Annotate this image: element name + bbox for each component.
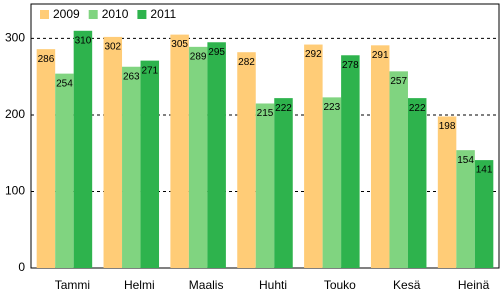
legend-label: 2011 [150,7,176,21]
bar [389,71,408,268]
bar [370,45,390,268]
y-tick-label: 100 [5,184,25,198]
value-label: 215 [257,108,274,119]
value-label: 282 [238,57,255,68]
value-label: 289 [190,51,207,62]
value-label: 302 [104,42,121,53]
bar [437,116,457,268]
legend-label: 2010 [102,7,129,21]
bar [36,49,56,268]
value-label: 222 [409,103,426,114]
legend-swatch [137,10,147,19]
bar [103,36,123,269]
bar [456,150,475,268]
x-tick-label: Maalis [189,278,224,292]
legend-label: 2009 [53,7,80,21]
bar [140,60,160,269]
bar [55,73,74,268]
value-label: 222 [275,103,292,114]
bar [304,44,323,269]
value-label: 295 [208,47,225,58]
y-tick-label: 300 [5,31,25,45]
value-label: 154 [457,155,474,166]
value-label: 291 [372,50,389,61]
bar [474,160,494,268]
value-label: 271 [141,65,158,76]
bar [170,34,189,268]
legend-swatch [40,10,49,19]
y-tick-label: 0 [18,260,25,274]
bar [122,66,141,268]
bar [407,98,427,269]
x-tick-label: Helmi [124,278,155,292]
bar [255,103,275,268]
value-label: 292 [305,49,322,60]
value-label: 223 [324,102,341,113]
value-label: 286 [38,54,55,65]
bar [237,52,256,268]
value-label: 257 [390,76,407,87]
bar [274,98,293,269]
y-tick-label: 200 [5,107,25,121]
bar [73,30,93,268]
bar [207,42,226,269]
bar [341,55,360,269]
x-tick-label: Touko [324,278,356,292]
value-label: 263 [123,71,140,82]
value-label: 278 [342,60,359,71]
bar [188,46,208,268]
value-label: 141 [476,165,493,176]
value-label: 305 [171,39,188,50]
x-tick-label: Heinä [458,278,490,292]
legend-swatch [88,10,98,19]
bar [322,97,342,268]
value-label: 254 [56,78,73,89]
x-tick-label: Huhti [259,278,287,292]
x-tick-label: Tammi [55,278,90,292]
x-tick-label: Kesä [393,278,421,292]
value-label: 198 [439,121,456,132]
value-label: 310 [75,35,92,46]
